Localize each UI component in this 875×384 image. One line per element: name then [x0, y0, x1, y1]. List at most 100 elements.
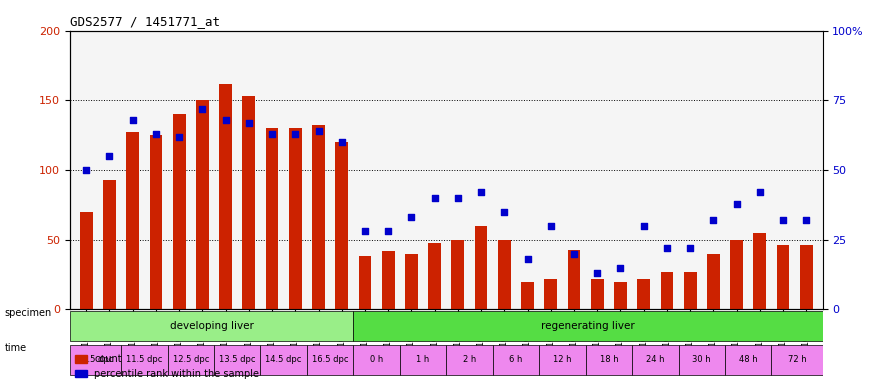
Point [521, 256, 535, 262]
Bar [683, 272, 696, 310]
Point [474, 189, 488, 195]
Point [404, 214, 418, 220]
Text: time: time [4, 343, 26, 353]
Bar [80, 212, 93, 310]
Bar [312, 126, 325, 310]
Point [428, 195, 442, 201]
Text: 72 h: 72 h [788, 355, 806, 364]
Point [335, 139, 349, 145]
Bar [359, 257, 371, 310]
Text: 16.5 dpc: 16.5 dpc [312, 355, 348, 364]
Text: 2 h: 2 h [463, 355, 476, 364]
Text: 0 h: 0 h [370, 355, 383, 364]
Text: 48 h: 48 h [738, 355, 758, 364]
FancyBboxPatch shape [772, 344, 822, 375]
Point [265, 131, 279, 137]
Point [591, 270, 605, 276]
Bar [266, 128, 278, 310]
Bar [289, 128, 302, 310]
FancyBboxPatch shape [307, 344, 354, 375]
Bar [126, 132, 139, 310]
Point [752, 189, 766, 195]
Text: 6 h: 6 h [509, 355, 522, 364]
Text: 13.5 dpc: 13.5 dpc [219, 355, 256, 364]
Bar [637, 279, 650, 310]
Text: 1 h: 1 h [416, 355, 430, 364]
Bar [475, 226, 487, 310]
FancyBboxPatch shape [70, 311, 354, 341]
Point [497, 209, 511, 215]
FancyBboxPatch shape [585, 344, 632, 375]
Bar [335, 142, 348, 310]
FancyBboxPatch shape [261, 344, 307, 375]
Bar [452, 240, 465, 310]
Text: 30 h: 30 h [692, 355, 711, 364]
FancyBboxPatch shape [678, 344, 725, 375]
Bar [661, 272, 673, 310]
Point [613, 265, 627, 271]
Text: 14.5 dpc: 14.5 dpc [265, 355, 302, 364]
FancyBboxPatch shape [400, 344, 446, 375]
Bar [196, 100, 209, 310]
Point [126, 117, 140, 123]
Point [312, 128, 326, 134]
Bar [544, 279, 557, 310]
Point [660, 245, 674, 251]
FancyBboxPatch shape [354, 311, 822, 341]
Bar [172, 114, 186, 310]
Bar [103, 180, 116, 310]
Bar [777, 245, 789, 310]
FancyBboxPatch shape [121, 344, 167, 375]
Point [543, 223, 557, 229]
FancyBboxPatch shape [214, 344, 261, 375]
Text: regenerating liver: regenerating liver [541, 321, 634, 331]
FancyBboxPatch shape [632, 344, 678, 375]
Point [799, 217, 813, 223]
Point [195, 106, 209, 112]
FancyBboxPatch shape [539, 344, 585, 375]
Text: specimen: specimen [4, 308, 52, 318]
Text: 12.5 dpc: 12.5 dpc [172, 355, 209, 364]
Bar [220, 84, 232, 310]
Bar [568, 250, 580, 310]
Point [730, 200, 744, 207]
Bar [405, 254, 417, 310]
Bar [242, 96, 256, 310]
Point [219, 117, 233, 123]
FancyBboxPatch shape [167, 344, 214, 375]
Point [451, 195, 465, 201]
Bar [150, 135, 163, 310]
Text: 11.5 dpc: 11.5 dpc [126, 355, 163, 364]
Bar [382, 251, 395, 310]
Point [683, 245, 697, 251]
FancyBboxPatch shape [446, 344, 493, 375]
Legend: count, percentile rank within the sample: count, percentile rank within the sample [75, 354, 259, 379]
Bar [753, 233, 766, 310]
Point [172, 134, 186, 140]
FancyBboxPatch shape [725, 344, 772, 375]
Point [288, 131, 302, 137]
Bar [428, 243, 441, 310]
Point [776, 217, 790, 223]
Bar [591, 279, 604, 310]
Bar [522, 281, 534, 310]
FancyBboxPatch shape [70, 344, 121, 375]
Point [242, 120, 256, 126]
FancyBboxPatch shape [354, 344, 400, 375]
Bar [730, 240, 743, 310]
Bar [707, 254, 720, 310]
Bar [800, 245, 813, 310]
Bar [614, 281, 626, 310]
Text: 24 h: 24 h [646, 355, 664, 364]
Text: 18 h: 18 h [599, 355, 618, 364]
Point [102, 153, 116, 159]
Point [358, 228, 372, 235]
Text: GDS2577 / 1451771_at: GDS2577 / 1451771_at [70, 15, 220, 28]
Text: 12 h: 12 h [553, 355, 571, 364]
Point [706, 217, 720, 223]
Point [149, 131, 163, 137]
Text: developing liver: developing liver [170, 321, 254, 331]
Point [567, 251, 581, 257]
Text: 10.5 dpc: 10.5 dpc [77, 355, 114, 364]
Point [637, 223, 651, 229]
